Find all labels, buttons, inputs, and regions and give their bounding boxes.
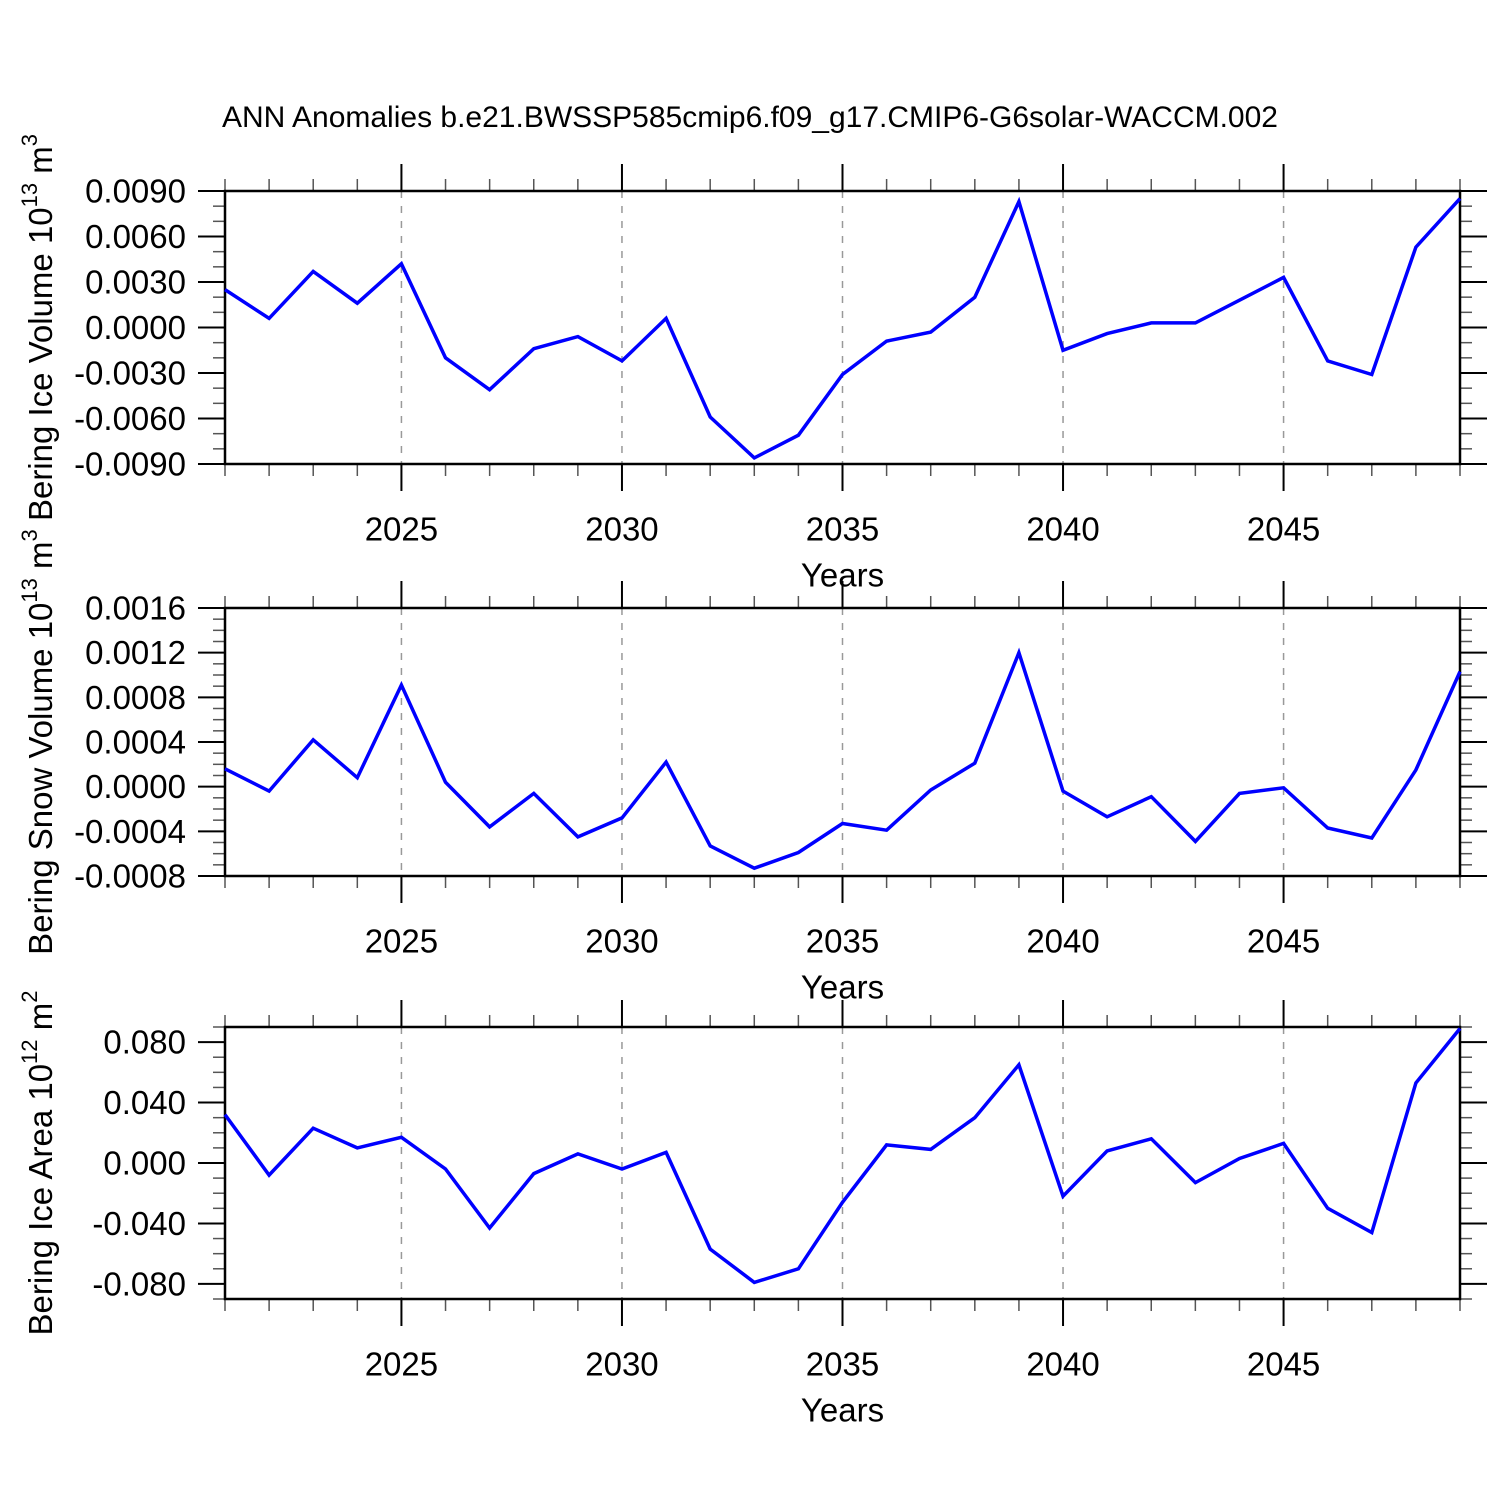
x-tick-labels: 2025 2030 2035 2040 2045 — [365, 1346, 1321, 1383]
y-tick-label: 0.080 — [103, 1024, 186, 1061]
y-ticks — [198, 190, 1487, 465]
x-tick-label: 2045 — [1247, 1346, 1320, 1383]
panel-bering-snow-volume: -0.0008 -0.0004 0.0000 0.0004 0.0008 0.0012 0.… — [17, 529, 1487, 1006]
x-tick-label: 2025 — [365, 923, 438, 960]
y-tick-labels: -0.0090 -0.0060 -0.0030 0.0000 0.0030 0.0060 0… — [74, 173, 186, 483]
x-tick-label: 2030 — [585, 511, 658, 548]
x-tick-label: 2040 — [1026, 511, 1099, 548]
y-tick-label: 0.0090 — [85, 173, 186, 210]
y-tick-label: 0.0004 — [85, 724, 186, 761]
y-ticks — [198, 607, 1487, 877]
y-tick-label: -0.080 — [92, 1265, 186, 1302]
y-tick-label: 0.0000 — [85, 768, 186, 805]
y-tick-label: -0.0090 — [74, 446, 186, 483]
y-tick-label: 0.000 — [103, 1145, 186, 1182]
y-tick-label: -0.0060 — [74, 400, 186, 437]
y-tick-label: -0.0030 — [74, 355, 186, 392]
x-tick-label: 2035 — [806, 511, 879, 548]
bering-ice-volume-line — [224, 196, 1462, 461]
plot-box — [223, 1025, 1462, 1301]
x-tick-label: 2035 — [806, 923, 879, 960]
x-tick-label: 2035 — [806, 1346, 879, 1383]
gridlines — [400, 1027, 1285, 1299]
x-ticks — [224, 164, 1461, 491]
y-tick-labels: -0.0008 -0.0004 0.0000 0.0004 0.0008 0.0012 0.… — [74, 590, 186, 895]
panel-bering-ice-volume: -0.0090 -0.0060 -0.0030 0.0000 0.0030 0.0060 0… — [17, 134, 1487, 594]
y-tick-label: 0.040 — [103, 1084, 186, 1121]
gridlines — [400, 191, 1285, 464]
bering-ice-area-line — [223, 1027, 1462, 1285]
x-tick-label: 2025 — [365, 1346, 438, 1383]
x-tick-label: 2025 — [365, 511, 438, 548]
y-tick-label: 0.0012 — [85, 634, 186, 671]
y-tick-label: -0.0004 — [74, 813, 186, 850]
y-tick-label: -0.0008 — [74, 858, 186, 895]
y-tick-label: 0.0008 — [85, 679, 186, 716]
x-ticks — [224, 1000, 1461, 1326]
y-tick-label: 0.0030 — [85, 264, 186, 301]
x-tick-label: 2040 — [1026, 1346, 1099, 1383]
y-tick-labels: -0.080 -0.040 0.000 0.040 0.080 — [92, 1024, 186, 1303]
y-tick-label: 0.0000 — [85, 309, 186, 346]
y-tick-label: 0.0016 — [85, 590, 186, 627]
gridlines — [400, 608, 1285, 876]
x-tick-label: 2030 — [585, 923, 658, 960]
x-tick-label: 2045 — [1247, 923, 1320, 960]
x-tick-label: 2045 — [1247, 511, 1320, 548]
y-ticks — [198, 1026, 1487, 1300]
plot-box — [223, 189, 1462, 466]
y-tick-label: -0.040 — [92, 1205, 186, 1242]
x-tick-labels: 2025 2030 2035 2040 2045 — [365, 511, 1321, 548]
y-axis-title: Bering Ice Area 1012 m2 — [17, 991, 59, 1336]
bering-snow-volume-line — [224, 647, 1462, 871]
plot-box — [223, 606, 1462, 878]
x-axis-title: Years — [801, 969, 884, 1006]
x-ticks — [224, 581, 1461, 903]
y-tick-label: 0.0060 — [85, 218, 186, 255]
plot-title: ANN Anomalies b.e21.BWSSP585cmip6.f09_g1… — [221, 101, 1278, 134]
x-tick-label: 2040 — [1026, 923, 1099, 960]
x-axis-title: Years — [801, 1392, 884, 1429]
x-tick-labels: 2025 2030 2035 2040 2045 — [365, 923, 1321, 960]
y-axis-title: Bering Snow Volume 1013 m3 — [17, 529, 59, 955]
y-axis-title: Bering Ice Volume 1013 m3 — [17, 134, 59, 521]
x-tick-label: 2030 — [585, 1346, 658, 1383]
